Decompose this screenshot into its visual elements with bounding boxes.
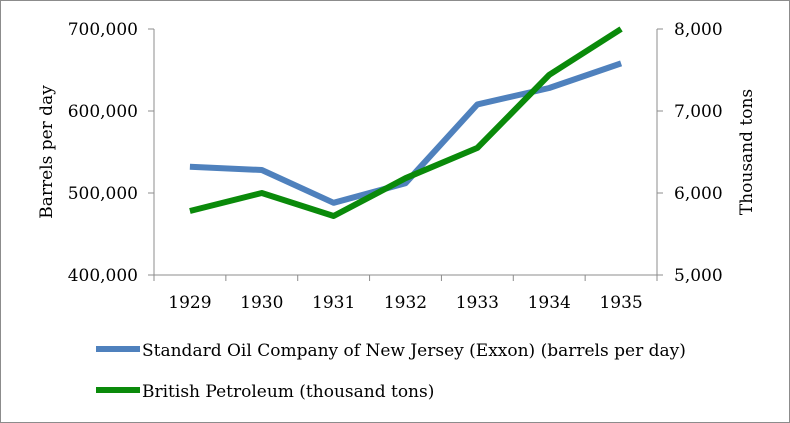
x-tick-label: 1931: [312, 293, 355, 313]
y-left-tick-label: 400,000: [68, 266, 138, 286]
y-right-axis-title: Thousand tons: [737, 89, 757, 215]
x-tick-label: 1932: [384, 293, 427, 313]
y-right-tick-label: 5,000: [674, 266, 723, 286]
y-right-tick-label: 7,000: [674, 102, 723, 122]
y-right-tick-label: 8,000: [674, 20, 723, 40]
legend: Standard Oil Company of New Jersey (Exxo…: [96, 341, 686, 402]
x-tick-label: 1933: [456, 293, 499, 313]
x-tick-label: 1930: [240, 293, 283, 313]
series-line-exxon: [189, 60, 623, 206]
series-line-bp: [189, 26, 623, 219]
legend-label-exxon: Standard Oil Company of New Jersey (Exxo…: [142, 341, 686, 361]
series-lines: [189, 26, 623, 219]
legend-label-bp: British Petroleum (thousand tons): [142, 382, 434, 402]
y-left-axis-title: Barrels per day: [37, 85, 57, 219]
y-right-tick-label: 6,000: [674, 184, 723, 204]
y-left-tick-label: 700,000: [68, 20, 138, 40]
y-left-tick-label: 600,000: [68, 102, 138, 122]
axes: 400,000 500,000 600,000 700,000 5,000 6,000 7,…: [68, 20, 723, 313]
x-tick-label: 1934: [528, 293, 571, 313]
y-left-tick-label: 500,000: [68, 184, 138, 204]
x-tick-label: 1935: [599, 293, 642, 313]
x-tick-label: 1929: [168, 293, 211, 313]
